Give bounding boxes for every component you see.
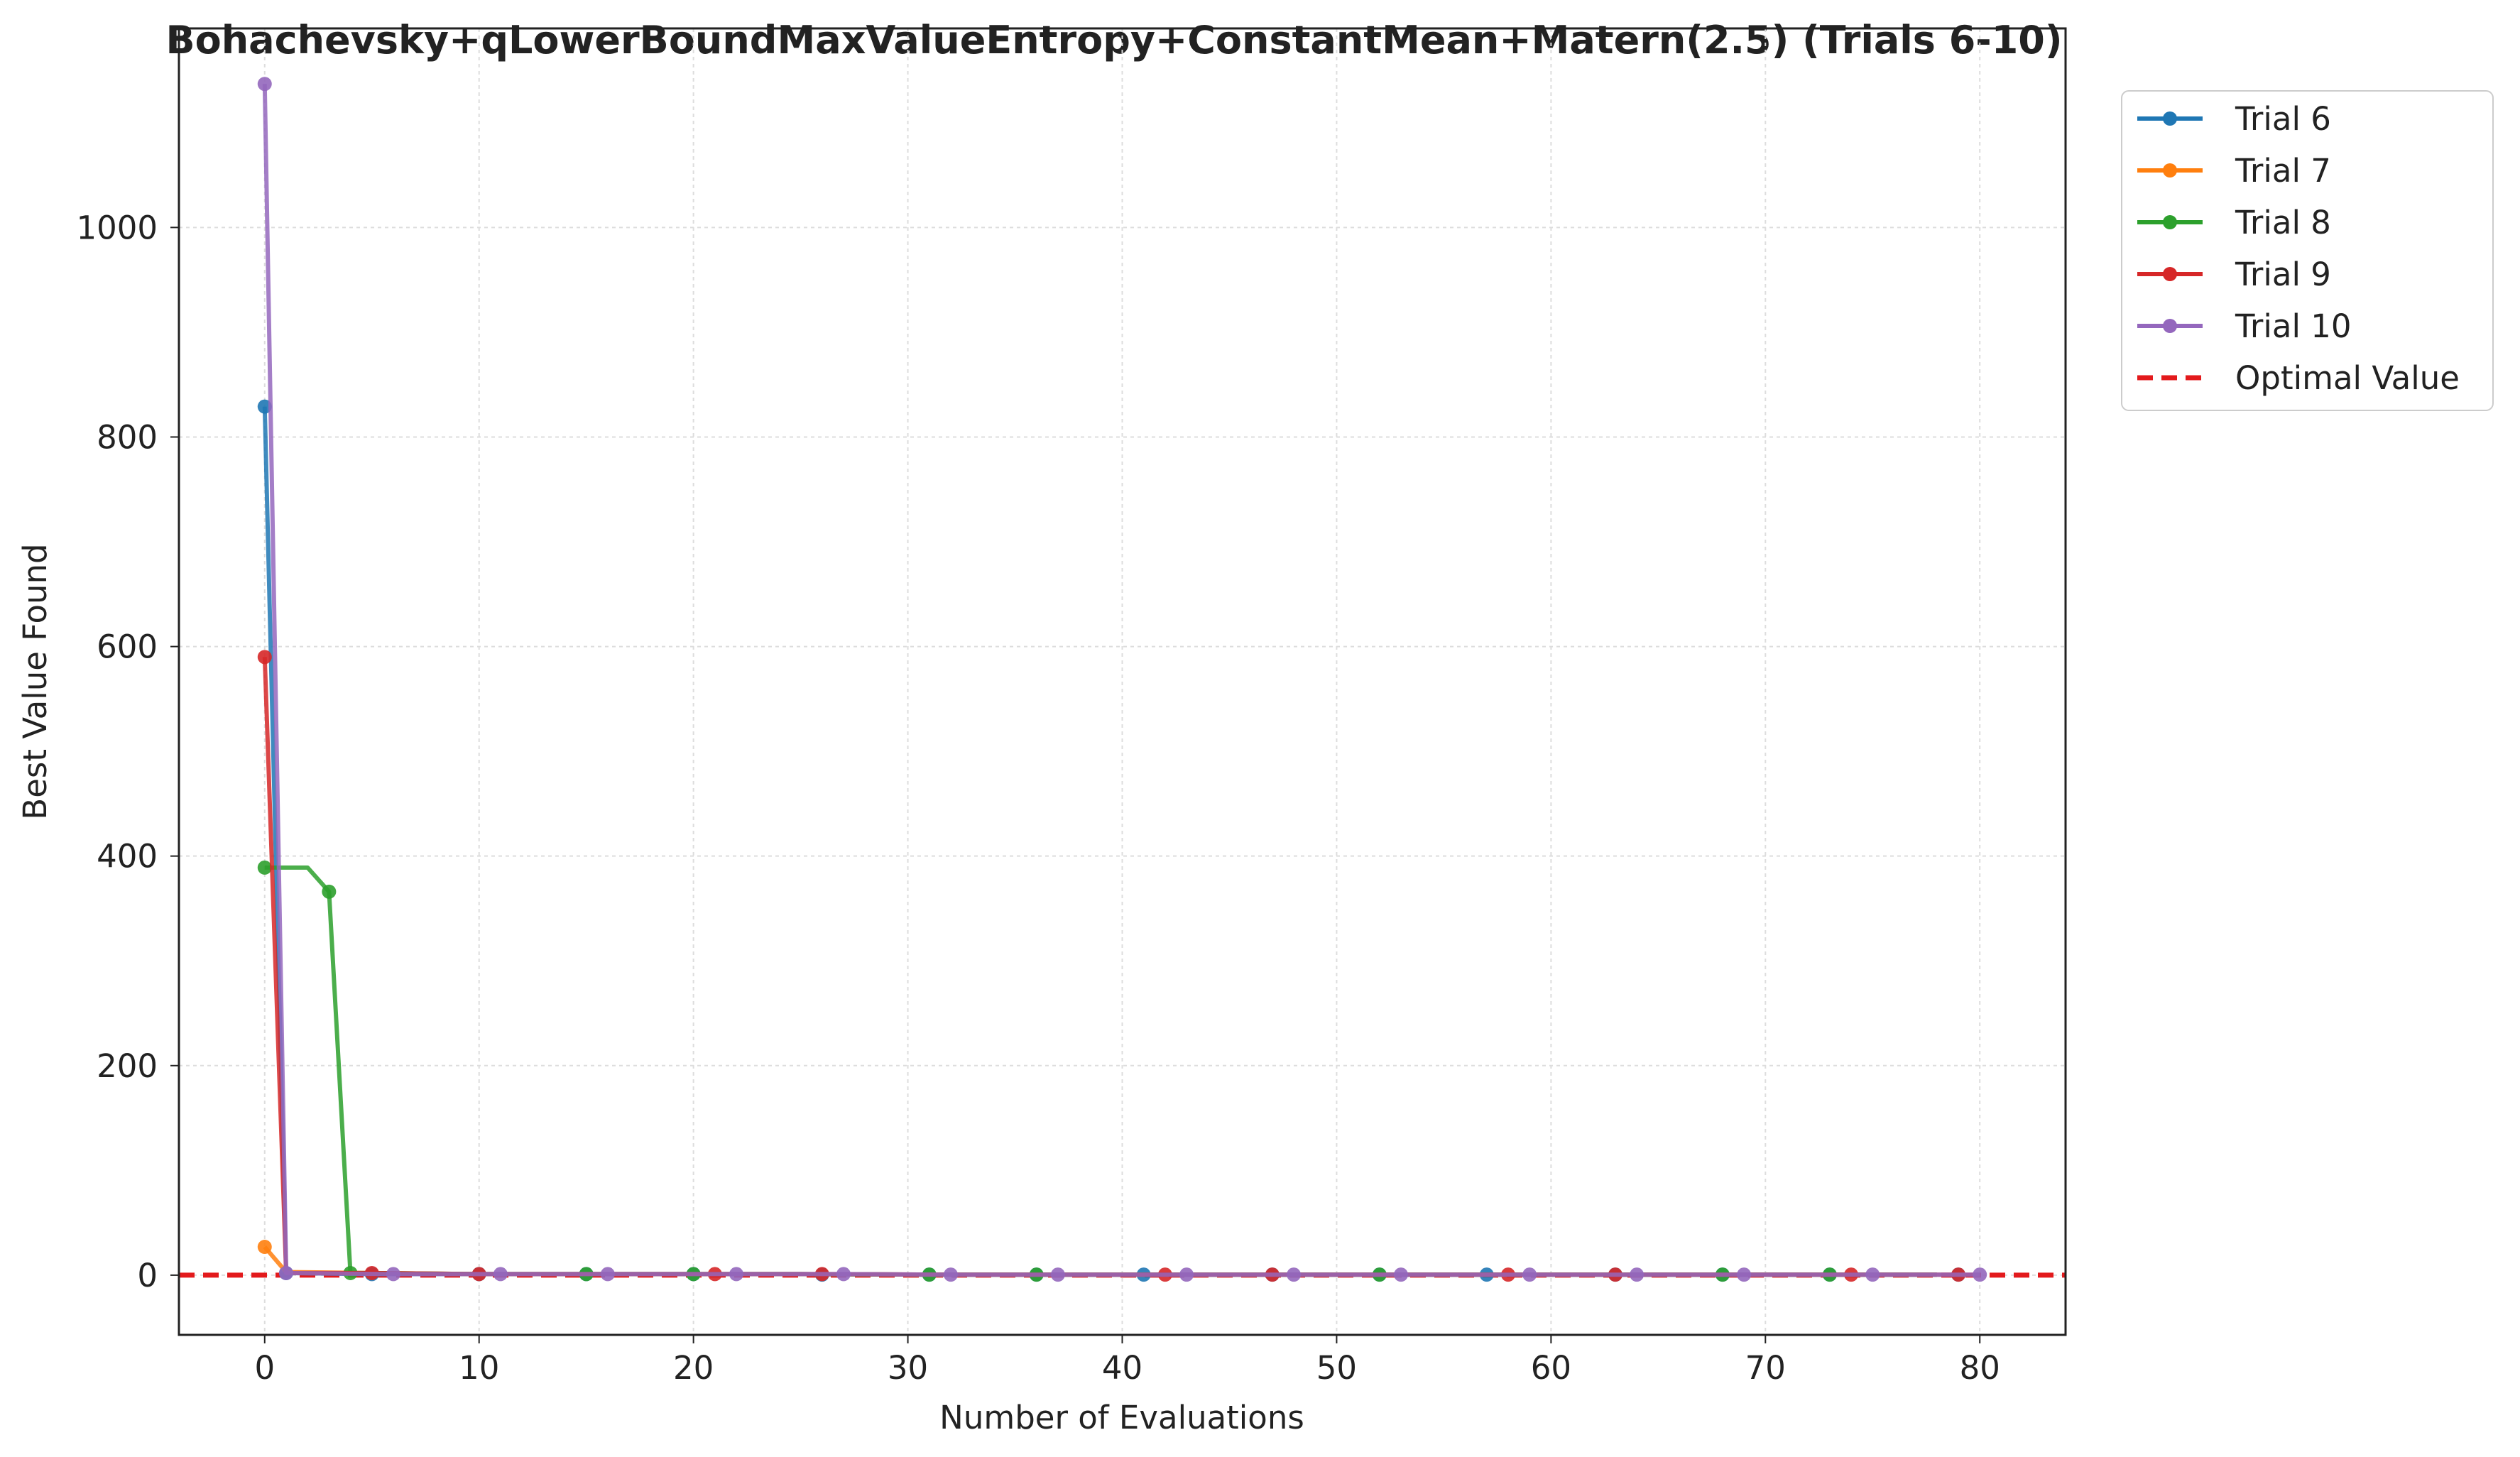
y-tick-label: 800 [97, 418, 158, 456]
x-tick-label: 30 [888, 1349, 928, 1387]
legend: Trial 6 Trial 7 Trial 8 Trial 9 Trial 10 Opti… [2121, 90, 2494, 411]
legend-label: Trial 6 [2235, 100, 2331, 138]
data-point [1737, 1267, 1752, 1282]
grid [179, 28, 2066, 1335]
series-layer [257, 77, 1987, 1282]
x-axis-label: Number of Evaluations [939, 1399, 1304, 1436]
x-tick-label: 0 [254, 1349, 275, 1387]
legend-label: Trial 10 [2235, 307, 2352, 345]
data-point [493, 1267, 508, 1282]
y-tick-label: 600 [97, 628, 158, 666]
data-point [600, 1267, 615, 1282]
legend-label: Trial 9 [2235, 256, 2331, 293]
data-point [257, 77, 272, 92]
series-trial-10 [257, 77, 1987, 1282]
data-point [386, 1267, 400, 1282]
legend-frame [2121, 90, 2494, 411]
y-axis-label: Best Value Found [16, 543, 54, 819]
chart-title: Bohachevsky+qLowerBoundMaxValueEntropy+C… [165, 18, 2062, 62]
legend-label: Trial 8 [2235, 204, 2331, 241]
data-point [1973, 1267, 1987, 1282]
legend-marker [2163, 267, 2177, 281]
data-point [257, 1240, 272, 1255]
data-point [278, 1265, 293, 1280]
data-point [1630, 1267, 1644, 1282]
data-point [1050, 1267, 1065, 1282]
legend-marker [2163, 215, 2177, 229]
x-tick-label: 20 [673, 1349, 714, 1387]
data-point [1865, 1267, 1880, 1282]
data-point [322, 884, 337, 899]
x-tick-label: 10 [459, 1349, 499, 1387]
data-point [257, 650, 272, 665]
y-tick-label: 1000 [76, 209, 158, 246]
data-point [1179, 1267, 1194, 1282]
data-point [729, 1267, 744, 1282]
legend-marker [2163, 163, 2177, 178]
x-tick-label: 80 [1960, 1349, 2000, 1387]
data-point [1287, 1267, 1302, 1282]
legend-label: Trial 7 [2235, 152, 2331, 190]
data-point [257, 860, 272, 875]
x-tick-label: 50 [1316, 1349, 1357, 1387]
data-point [1522, 1267, 1537, 1282]
y-tick-label: 200 [97, 1047, 158, 1085]
data-point [257, 399, 272, 414]
legend-label: Optimal Value [2235, 359, 2460, 397]
data-point [836, 1267, 851, 1282]
data-point [943, 1267, 958, 1282]
x-tick-label: 60 [1531, 1349, 1571, 1387]
data-point [1394, 1267, 1409, 1282]
legend-marker [2163, 111, 2177, 126]
y-tick-label: 0 [137, 1257, 158, 1294]
y-tick-label: 400 [97, 838, 158, 875]
x-tick-label: 70 [1745, 1349, 1786, 1387]
legend-marker [2163, 319, 2177, 333]
x-tick-label: 40 [1102, 1349, 1142, 1387]
